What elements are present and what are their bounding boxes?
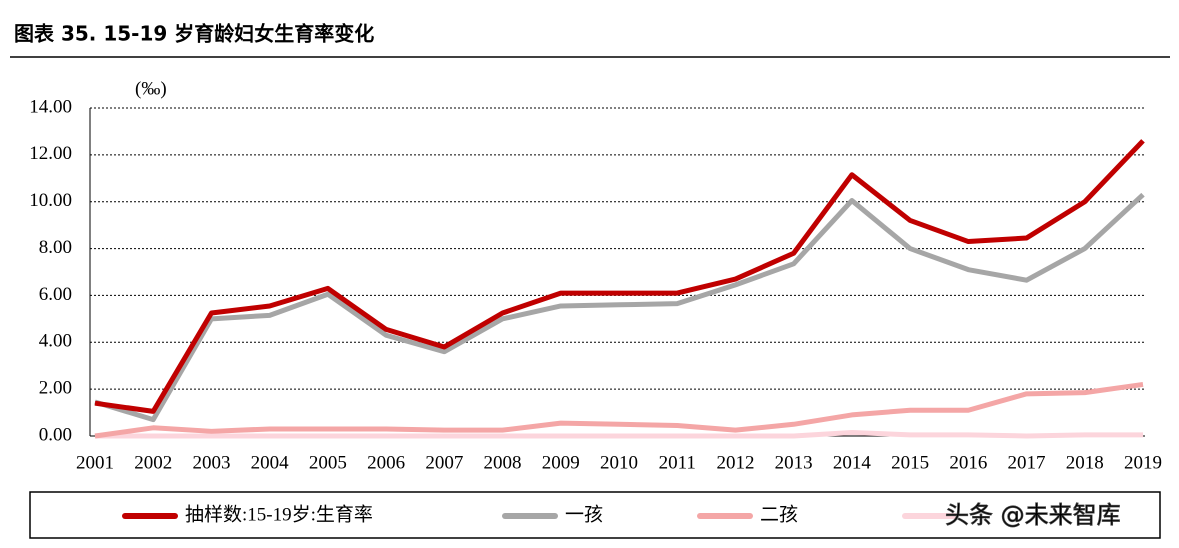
series-line (94, 139, 1145, 414)
y-tick-label: 0.00 (39, 424, 72, 445)
y-tick-label: 14.00 (29, 96, 72, 117)
x-tick-label: 2001 (76, 452, 114, 473)
y-tick-label: 10.00 (29, 190, 72, 211)
y-axis-label: (‰) (135, 78, 167, 99)
x-tick-label: 2002 (134, 452, 172, 473)
chart-title: 图表 35. 15-19 岁育龄妇女生育率变化 (14, 22, 374, 46)
x-tick-label: 2013 (775, 452, 813, 473)
y-tick-label: 12.00 (29, 143, 72, 164)
x-tick-label: 2006 (367, 452, 405, 473)
x-tick-label: 2004 (251, 452, 290, 473)
x-tick-label: 2016 (949, 452, 987, 473)
legend-label: 一孩 (565, 503, 603, 525)
y-tick-label: 2.00 (39, 378, 72, 399)
x-tick-label: 2011 (659, 452, 696, 473)
x-tick-label: 2003 (192, 452, 230, 473)
x-tick-label: 2012 (716, 452, 754, 473)
y-tick-label: 6.00 (39, 284, 72, 305)
x-tick-label: 2009 (542, 452, 580, 473)
x-tick-label: 2005 (309, 452, 347, 473)
x-tick-label: 2014 (833, 452, 872, 473)
x-tick-label: 2019 (1124, 452, 1162, 473)
legend-label: 抽样数:15-19岁:生育率 (185, 503, 373, 525)
x-tick-label: 2018 (1066, 452, 1104, 473)
legend-box (29, 491, 1161, 539)
x-tick-label: 2017 (1008, 452, 1046, 473)
legend-label: 二孩 (760, 503, 798, 525)
y-tick-label: 8.00 (39, 237, 72, 258)
series-line (95, 429, 1143, 439)
x-tick-label: 2010 (600, 452, 638, 473)
series-line (94, 381, 1144, 439)
x-tick-label: 2008 (484, 452, 522, 473)
watermark: 头条 @未来智库 (945, 501, 1121, 529)
x-tick-label: 2015 (891, 452, 929, 473)
series-line (94, 192, 1145, 423)
y-tick-label: 4.00 (39, 331, 72, 352)
x-tick-label: 2007 (425, 452, 463, 473)
